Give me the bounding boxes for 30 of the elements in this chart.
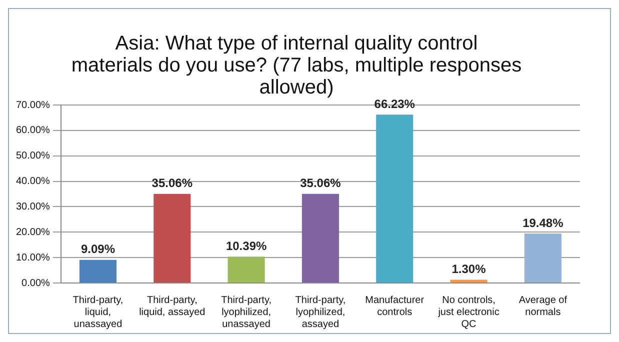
y-tick-label: 60.00% [16, 125, 50, 136]
x-tick-label: Third-party, liquid, assayed [139, 294, 206, 318]
data-label: 35.06% [300, 176, 342, 190]
data-label: 9.09% [80, 242, 116, 256]
data-label: 19.48% [522, 216, 564, 230]
bar [524, 233, 562, 282]
x-tick-label: Average of normals [518, 294, 568, 318]
y-tick-label: 50.00% [16, 150, 50, 162]
bar [228, 256, 265, 282]
bar [154, 194, 191, 282]
bar [79, 260, 117, 282]
x-tick-label: Third-party, liquid, unassayed [72, 294, 124, 330]
y-tick-label: 40.00% [16, 176, 50, 188]
y-tick-label: 70.00% [16, 100, 50, 111]
x-tick-label: Third-party, lyophilized, unassayed [221, 294, 272, 330]
data-label: 35.06% [152, 176, 193, 190]
x-tick-label: Third-party, lyophilized, assayed [295, 294, 346, 330]
chart-title: Asia: What type of internal quality control materials do you use? (77 labs, multiple responses allowed) [71, 32, 522, 99]
x-tick-label: Manufacturer controls [365, 294, 425, 318]
data-label: 10.39% [226, 238, 267, 253]
bar [302, 194, 339, 282]
y-tick-label: 30.00% [16, 201, 50, 212]
data-label: 1.30% [452, 262, 486, 276]
y-tick-label: 20.00% [16, 226, 50, 238]
y-tick-label: 0.00% [22, 278, 50, 289]
data-label: 66.23% [374, 96, 416, 111]
bar [450, 280, 488, 282]
bar [376, 114, 414, 282]
y-tick-label: 10.00% [16, 252, 50, 264]
x-tick-label: No controls, just electronic QC [437, 294, 500, 330]
